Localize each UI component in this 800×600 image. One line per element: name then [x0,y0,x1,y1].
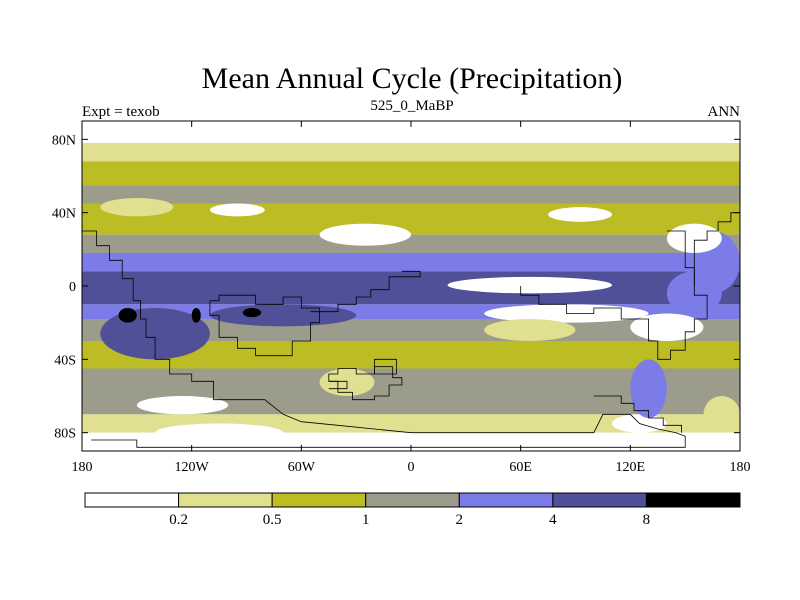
legend-swatch-2 [271,492,367,508]
y-tick-label-3: 40S [54,353,76,368]
coastline-0 [82,230,686,448]
lat-band-6 [82,253,740,272]
legend-level-label-0: 0.2 [169,512,188,528]
x-tick-label-4: 60E [509,460,532,475]
coastline-5 [328,380,348,390]
lat-band-7 [82,271,740,305]
lat-band-4 [82,203,740,235]
axes-layer: 180 120W 60W 0 60E 120E 180 80N 40N 0 40S 80S [52,121,751,475]
legend-swatch-0 [84,492,180,508]
x-tick-label-1: 120W [175,460,210,475]
lat-band-5 [82,234,740,253]
precip-patch-7 [630,313,704,341]
coastline-layer [82,212,740,448]
y-tick-label-2: 0 [69,280,76,295]
subtitle-center: 525_0_MaBP [370,98,453,114]
legend-swatch-1 [178,492,273,508]
precip-patch-14 [100,198,174,217]
subtitle-left: Expt = texob [82,104,160,120]
legend-level-label-3: 2 [456,512,464,528]
lat-band-3 [82,185,740,204]
precip-patch-11 [319,223,411,246]
precip-patch-2 [118,308,137,323]
y-tick-label-4: 80S [54,427,76,442]
precip-patch-12 [209,203,265,217]
x-tick-label-5: 120E [616,460,646,475]
legend-swatch-5 [552,492,647,508]
y-tick-label-0: 80N [52,133,76,148]
lat-band-1 [82,143,740,162]
precip-patch-5 [447,276,613,294]
precip-patch-20 [630,359,667,418]
legend-level-label-5: 8 [643,512,651,528]
legend-swatch-4 [458,492,554,508]
legend-level-label-4: 4 [549,512,557,528]
lat-band-2 [82,161,740,186]
x-tick-label-2: 60W [288,460,316,475]
precip-patch-3 [191,308,201,323]
plot-area [82,121,740,451]
coastline-7 [693,212,740,286]
x-tick-label-3: 0 [408,460,415,475]
precip-patch-17 [136,396,229,415]
lat-band-0 [82,121,740,143]
x-tick-label-6: 180 [730,460,751,475]
chart-title: Mean Annual Cycle (Precipitation) [202,62,623,95]
y-tick-label-1: 40N [52,207,76,222]
precip-patch-16 [484,319,576,341]
coastline-1 [209,294,321,357]
legend-swatch-6 [645,492,741,508]
precip-patch-21 [703,396,740,433]
precip-patch-18 [155,423,284,442]
x-tick-label-0: 180 [72,460,93,475]
precip-patch-4 [242,308,262,318]
legend-level-label-2: 1 [362,512,370,528]
coastline-2 [310,270,421,313]
coastline-8 [593,395,682,433]
coastline-6 [520,230,708,360]
subtitle-right: ANN [708,104,741,120]
coastline-4 [373,358,397,375]
precip-patch-13 [548,207,613,222]
precip-patch-1 [209,304,357,327]
legend-swatch-3 [365,492,460,508]
legend-level-label-1: 0.5 [263,512,282,528]
color-legend: 0.2 0.5 1 2 4 8 [84,492,741,528]
